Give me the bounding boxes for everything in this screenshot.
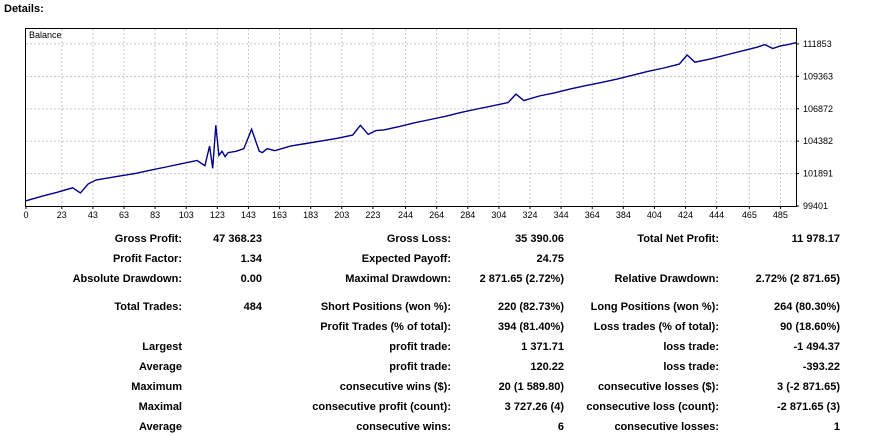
- maximal-consecutive-profit-value: 3 727.26 (4): [504, 401, 564, 413]
- profit-trades-value: 394 (81.40%): [497, 321, 564, 333]
- short-positions-value: 220 (82.73%): [497, 301, 564, 313]
- short-positions-label: Short Positions (won %):: [320, 301, 451, 313]
- gross-profit-label: Gross Profit:: [114, 233, 182, 245]
- average-consecutive-wins-value: 6: [557, 421, 564, 433]
- x-tick-label: 223: [365, 210, 380, 220]
- x-tick-label: 304: [491, 210, 506, 220]
- x-tick-label: 404: [647, 210, 662, 220]
- loss-trades-label: Loss trades (% of total):: [593, 321, 719, 333]
- long-positions-label: Long Positions (won %):: [590, 301, 719, 313]
- loss-trades-value: 90 (18.60%): [780, 321, 840, 333]
- x-tick-label: 424: [678, 210, 693, 220]
- x-tick-label: 163: [272, 210, 287, 220]
- x-tick-label: 284: [460, 210, 475, 220]
- y-tick-label: 101891: [803, 169, 833, 179]
- maximal-drawdown-value: 2 871.65 (2.72%): [479, 273, 564, 285]
- maximal-consecutive-loss-value: -2 871.65 (3): [777, 401, 840, 413]
- absolute-drawdown-label: Absolute Drawdown:: [72, 273, 182, 285]
- chart-grid: [26, 29, 796, 206]
- gross-loss-value: 35 390.06: [515, 233, 564, 245]
- x-tick-label: 244: [398, 210, 413, 220]
- y-tick-label: 111853: [803, 39, 832, 49]
- maximal-drawdown-label: Maximal Drawdown:: [345, 273, 451, 285]
- x-tick-label: 364: [585, 210, 600, 220]
- max-consecutive-wins-value: 20 (1 589.80): [498, 381, 564, 393]
- average-profit-trade-value: 120.22: [530, 361, 564, 373]
- y-tick-label: 99401: [803, 201, 828, 211]
- x-tick-label: 143: [241, 210, 256, 220]
- x-axis-ticks: 0 23 43 63 83 103 123 143 163 183 203 223 244 264 284 3…: [23, 206, 788, 220]
- x-tick-label: 83: [150, 210, 160, 220]
- largest-profit-trade-value: 1 371.71: [521, 341, 564, 353]
- largest-loss-trade-value: -1 494.37: [793, 341, 840, 353]
- largest-loss-trade-label: loss trade:: [663, 341, 719, 353]
- max-consecutive-wins-label: consecutive wins ($):: [339, 381, 451, 393]
- y-tick-label: 104382: [803, 136, 833, 146]
- max-consecutive-losses-label: consecutive losses ($):: [597, 381, 719, 393]
- max-consecutive-losses-value: 3 (-2 871.65): [777, 381, 840, 393]
- average-consecutive-label: Average: [138, 421, 182, 433]
- profit-trades-label: Profit Trades (% of total):: [320, 321, 451, 333]
- average-consecutive-losses-value: 1: [833, 421, 840, 433]
- x-tick-label: 183: [303, 210, 318, 220]
- x-tick-label: 203: [334, 210, 349, 220]
- total-trades-label: Total Trades:: [114, 301, 182, 313]
- x-tick-label: 465: [742, 210, 757, 220]
- relative-drawdown-label: Relative Drawdown:: [614, 273, 719, 285]
- x-tick-label: 264: [429, 210, 444, 220]
- expected-payoff-value: 24.75: [536, 253, 564, 265]
- x-tick-label: 485: [773, 210, 788, 220]
- long-positions-value: 264 (80.30%): [773, 301, 840, 313]
- average-consecutive-wins-label: consecutive wins:: [356, 421, 451, 433]
- average-label: Average: [138, 361, 182, 373]
- x-tick-label: 444: [709, 210, 724, 220]
- largest-profit-trade-label: profit trade:: [389, 341, 451, 353]
- average-loss-trade-value: -393.22: [802, 361, 840, 373]
- chart-frame: [25, 28, 797, 207]
- profit-factor-value: 1.34: [240, 253, 262, 265]
- maximum-label: Maximum: [131, 381, 182, 393]
- x-tick-label: 384: [616, 210, 631, 220]
- balance-series-line: [25, 42, 797, 202]
- details-title: Details:: [4, 3, 44, 15]
- absolute-drawdown-value: 0.00: [240, 273, 262, 285]
- maximal-label: Maximal: [138, 401, 182, 413]
- expected-payoff-label: Expected Payoff:: [361, 253, 451, 265]
- x-tick-label: 344: [554, 210, 569, 220]
- maximal-consecutive-loss-label: consecutive loss (count):: [586, 401, 719, 413]
- gross-loss-label: Gross Loss:: [386, 233, 451, 245]
- total-net-profit-label: Total Net Profit:: [637, 233, 719, 245]
- y-tick-label: 106872: [803, 104, 833, 114]
- largest-label: Largest: [142, 341, 182, 353]
- x-tick-label: 0: [23, 210, 28, 220]
- gross-profit-value: 47 368.23: [213, 233, 262, 245]
- relative-drawdown-value: 2.72% (2 871.65): [755, 273, 840, 285]
- x-tick-label: 103: [179, 210, 194, 220]
- y-axis-ticks: 111853 109363 106872 104382 101891 99401: [796, 39, 833, 211]
- average-loss-trade-label: loss trade:: [663, 361, 719, 373]
- chart-legend-balance: Balance: [29, 30, 62, 40]
- total-trades-value: 484: [243, 301, 262, 313]
- x-tick-label: 123: [210, 210, 225, 220]
- total-net-profit-value: 11 978.17: [791, 233, 840, 245]
- profit-factor-label: Profit Factor:: [112, 253, 182, 265]
- average-consecutive-losses-label: consecutive losses:: [614, 421, 719, 433]
- balance-chart: 0 23 43 63 83 103 123 143 163 183 203 223 244 264 284 3…: [23, 28, 833, 220]
- x-tick-label: 324: [522, 210, 537, 220]
- y-tick-label: 109363: [803, 71, 833, 81]
- x-tick-label: 43: [88, 210, 98, 220]
- average-profit-trade-label: profit trade:: [389, 361, 451, 373]
- x-tick-label: 63: [119, 210, 129, 220]
- x-tick-label: 23: [57, 210, 67, 220]
- maximal-consecutive-profit-label: consecutive profit (count):: [312, 401, 451, 413]
